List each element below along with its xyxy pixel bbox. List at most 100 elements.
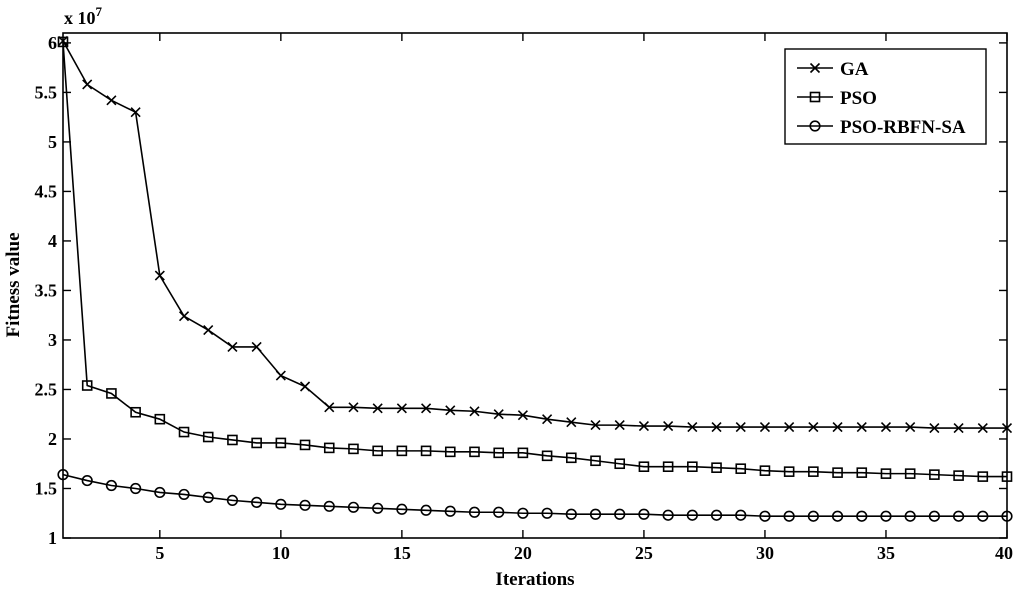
point-pso-rbfn-sa bbox=[347, 501, 360, 513]
point-pso bbox=[856, 467, 868, 478]
point-pso bbox=[929, 469, 940, 480]
x-tick-label: 25 bbox=[635, 543, 653, 563]
point-ga bbox=[130, 107, 141, 118]
point-pso-rbfn-sa bbox=[589, 508, 602, 520]
y-tick-label: 5.5 bbox=[35, 82, 58, 102]
y-tick-label: 3.5 bbox=[35, 280, 58, 300]
point-pso-rbfn-sa bbox=[735, 509, 747, 521]
point-pso bbox=[493, 447, 504, 459]
series-line-pso-rbfn-sa bbox=[62, 473, 1007, 518]
point-ga bbox=[711, 422, 722, 433]
point-ga bbox=[929, 423, 940, 434]
point-ga bbox=[542, 414, 553, 425]
point-pso-rbfn-sa bbox=[686, 509, 698, 521]
point-ga bbox=[493, 409, 504, 420]
legend-label-pso-rbfn-sa: PSO-RBFN-SA bbox=[840, 117, 966, 138]
point-pso-rbfn-sa bbox=[468, 506, 481, 518]
point-ga bbox=[590, 420, 601, 431]
y-tick-label: 2 bbox=[48, 429, 57, 449]
point-pso-rbfn-sa bbox=[638, 508, 650, 520]
series-line-pso bbox=[62, 41, 1007, 478]
x-axis-ticks: 5 10 15 20 25 30 35 40 bbox=[155, 33, 1013, 563]
point-pso bbox=[154, 413, 166, 425]
point-pso bbox=[904, 468, 916, 479]
point-pso-rbfn-sa bbox=[541, 507, 553, 519]
x-tick-label: 5 bbox=[155, 543, 164, 563]
point-pso bbox=[614, 458, 626, 470]
y-axis-label: Fitness value bbox=[3, 232, 24, 337]
point-pso-rbfn-sa bbox=[105, 479, 118, 492]
point-pso-rbfn-sa bbox=[57, 469, 69, 481]
y-exponent-power: 7 bbox=[96, 4, 103, 19]
point-pso bbox=[251, 437, 262, 449]
point-pso-rbfn-sa bbox=[251, 496, 263, 508]
point-pso bbox=[517, 447, 529, 459]
point-pso-rbfn-sa bbox=[880, 510, 892, 522]
y-axis-ticks: 1 1.5 2 2.5 3 3.5 4 4.5 5 5.5 6 bbox=[35, 33, 1007, 548]
x-tick-label: 35 bbox=[877, 543, 895, 563]
point-pso-rbfn-sa bbox=[396, 503, 408, 515]
point-pso-rbfn-sa bbox=[202, 491, 214, 504]
series-line-ga bbox=[62, 40, 1007, 429]
point-ga bbox=[735, 422, 746, 433]
x-tick-label: 10 bbox=[272, 543, 290, 563]
point-ga bbox=[275, 370, 286, 381]
point-ga bbox=[687, 422, 698, 433]
legend: GA PSO PSO-RBFN-SA bbox=[784, 48, 987, 145]
point-ga bbox=[517, 410, 528, 421]
legend-marker-pso bbox=[809, 91, 821, 103]
point-pso bbox=[590, 455, 601, 467]
x-tick-label: 40 bbox=[995, 543, 1013, 563]
point-ga bbox=[977, 423, 988, 434]
point-pso-rbfn-sa bbox=[783, 510, 795, 522]
point-ga bbox=[299, 381, 311, 392]
point-pso-rbfn-sa bbox=[807, 510, 819, 522]
point-pso bbox=[372, 445, 383, 457]
y-exponent-label: x 107 bbox=[64, 4, 103, 28]
point-pso bbox=[348, 443, 359, 455]
point-pso bbox=[808, 466, 819, 477]
point-pso bbox=[880, 468, 892, 479]
point-pso bbox=[202, 431, 214, 443]
legend-label-pso: PSO bbox=[840, 88, 877, 109]
point-pso bbox=[130, 406, 141, 418]
point-ga bbox=[203, 324, 214, 336]
point-ga bbox=[348, 402, 359, 413]
point-pso bbox=[735, 463, 747, 474]
point-ga bbox=[445, 405, 456, 416]
point-pso bbox=[323, 442, 335, 454]
y-tick-label: 2.5 bbox=[35, 379, 58, 399]
point-ga bbox=[614, 420, 625, 431]
point-pso-rbfn-sa bbox=[565, 508, 577, 520]
point-pso bbox=[832, 467, 843, 478]
point-pso bbox=[106, 388, 117, 399]
y-tick-label: 6 bbox=[48, 33, 57, 53]
x-tick-label: 15 bbox=[393, 543, 411, 563]
point-ga bbox=[953, 423, 964, 434]
point-pso-rbfn-sa bbox=[856, 510, 868, 522]
legend-marker-pso-rbfn-sa bbox=[809, 120, 821, 132]
legend-label-ga: GA bbox=[840, 59, 869, 80]
point-pso-rbfn-sa bbox=[517, 507, 529, 519]
legend-marker-ga bbox=[809, 62, 821, 74]
point-pso bbox=[81, 380, 93, 391]
point-pso bbox=[57, 36, 69, 48]
point-ga bbox=[566, 417, 577, 428]
point-pso bbox=[687, 461, 698, 473]
point-pso-rbfn-sa bbox=[130, 482, 142, 495]
point-pso bbox=[420, 445, 432, 457]
point-pso-rbfn-sa bbox=[420, 504, 432, 516]
point-ga bbox=[396, 403, 407, 414]
point-pso bbox=[469, 446, 480, 458]
point-pso-rbfn-sa bbox=[759, 510, 771, 522]
point-pso-rbfn-sa bbox=[323, 500, 335, 512]
point-pso-rbfn-sa bbox=[81, 474, 93, 487]
point-ga bbox=[469, 406, 480, 417]
point-ga bbox=[372, 403, 383, 414]
point-pso-rbfn-sa bbox=[614, 508, 626, 520]
point-pso-rbfn-sa bbox=[299, 499, 311, 511]
series-layer bbox=[57, 35, 1013, 522]
point-pso bbox=[541, 450, 553, 462]
point-pso-rbfn-sa bbox=[952, 510, 965, 522]
point-pso bbox=[227, 434, 238, 446]
